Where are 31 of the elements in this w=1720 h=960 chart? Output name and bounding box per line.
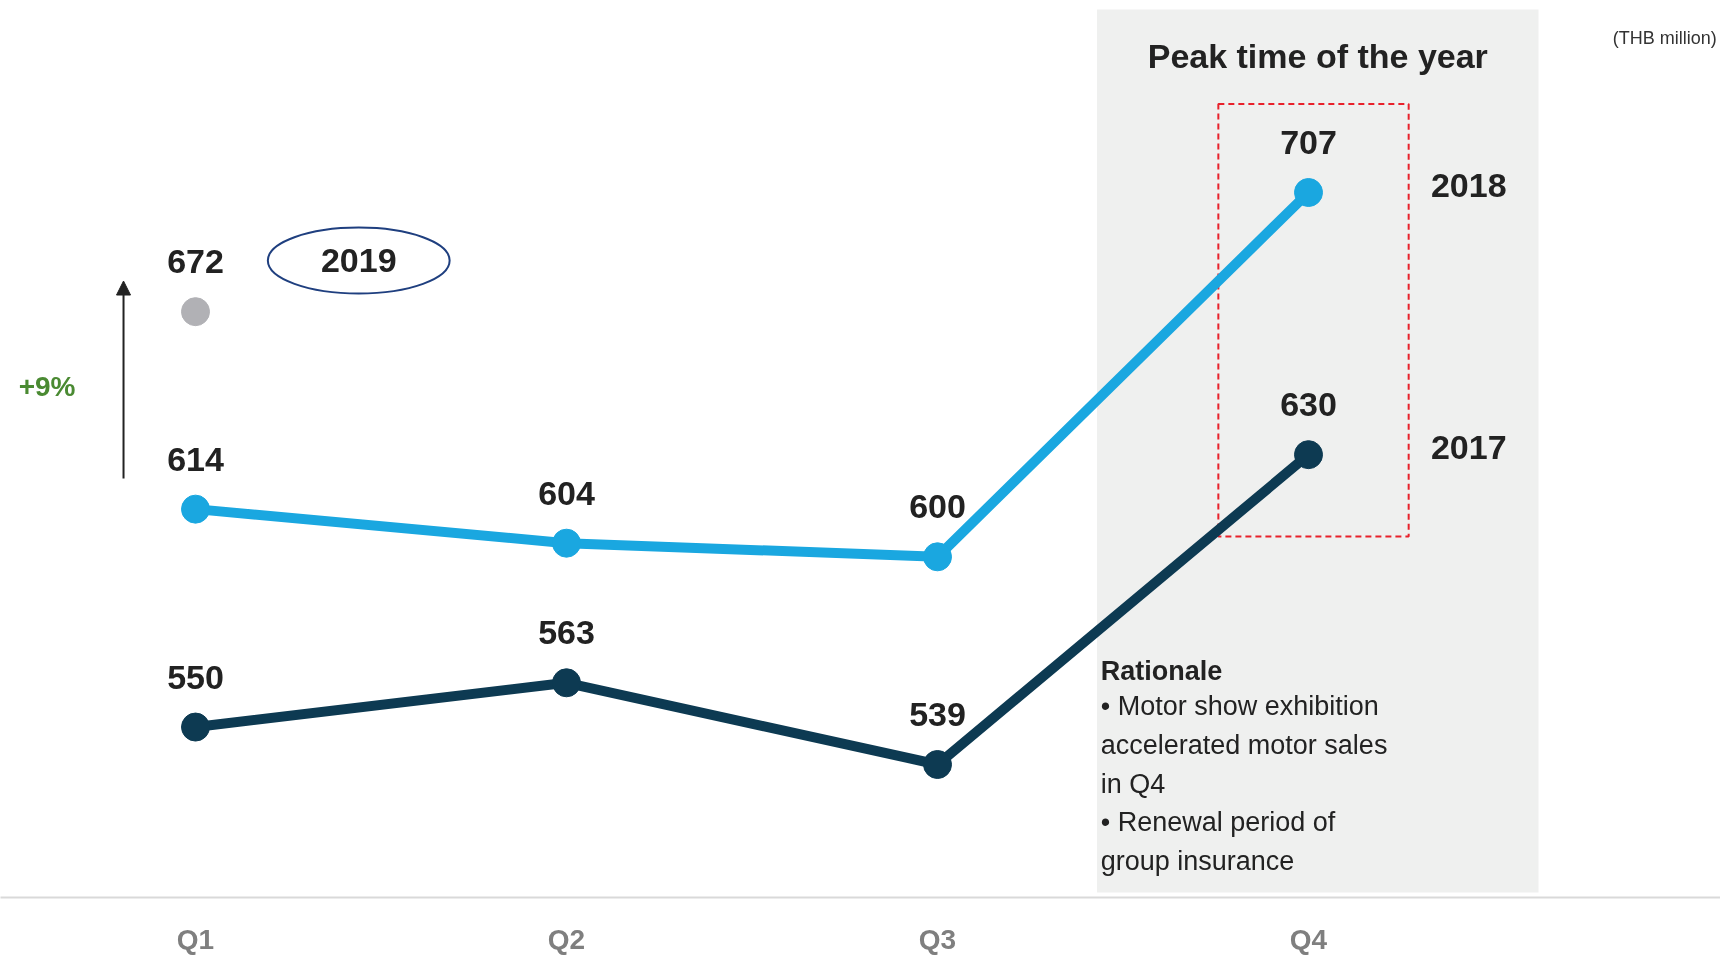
point	[923, 542, 952, 572]
point	[181, 494, 210, 524]
data-label: 672	[167, 242, 224, 281]
x-tick-label: Q3	[918, 923, 957, 955]
point	[1294, 178, 1323, 207]
data-label: 707	[1280, 123, 1337, 161]
annotation: Rationale	[1100, 655, 1223, 686]
point	[552, 668, 581, 698]
text: 2019	[320, 241, 397, 280]
x-tick-label: Q4	[1289, 923, 1328, 955]
point	[923, 750, 952, 779]
annotation: +9%	[18, 371, 76, 402]
data-label: 539	[909, 695, 966, 733]
text: 2018	[1430, 166, 1507, 205]
point	[552, 528, 581, 558]
data-label: 600	[909, 487, 966, 526]
point	[181, 712, 210, 742]
data-label: 614	[167, 439, 224, 478]
data-label: 563	[538, 613, 595, 652]
text: • Renewal period of group insurance	[1100, 806, 1336, 876]
point	[1294, 440, 1323, 470]
x-tick-label: Q1	[176, 923, 215, 955]
band-label: Peak time of the year	[1147, 36, 1488, 75]
data-label: 604	[538, 473, 595, 512]
point	[181, 297, 210, 327]
x-tick-label: Q2	[547, 923, 586, 955]
data-label: 550	[167, 657, 224, 696]
text: 2017	[1430, 428, 1507, 467]
data-label: 630	[1280, 385, 1337, 424]
text: (THB million)	[1612, 27, 1717, 48]
annotation: • Motor show exhibition accelerated motor sales in Q4	[1100, 690, 1388, 799]
